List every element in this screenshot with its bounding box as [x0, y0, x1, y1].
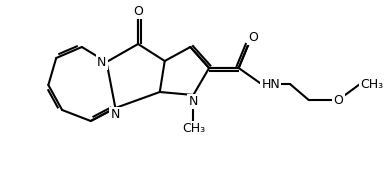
- Text: HN: HN: [262, 77, 280, 91]
- Text: O: O: [133, 5, 143, 18]
- Text: O: O: [249, 31, 258, 44]
- Text: CH₃: CH₃: [360, 77, 383, 91]
- Text: N: N: [189, 95, 198, 108]
- Text: CH₃: CH₃: [182, 122, 205, 135]
- Text: N: N: [97, 55, 107, 68]
- Text: N: N: [111, 108, 120, 121]
- Text: O: O: [333, 93, 343, 106]
